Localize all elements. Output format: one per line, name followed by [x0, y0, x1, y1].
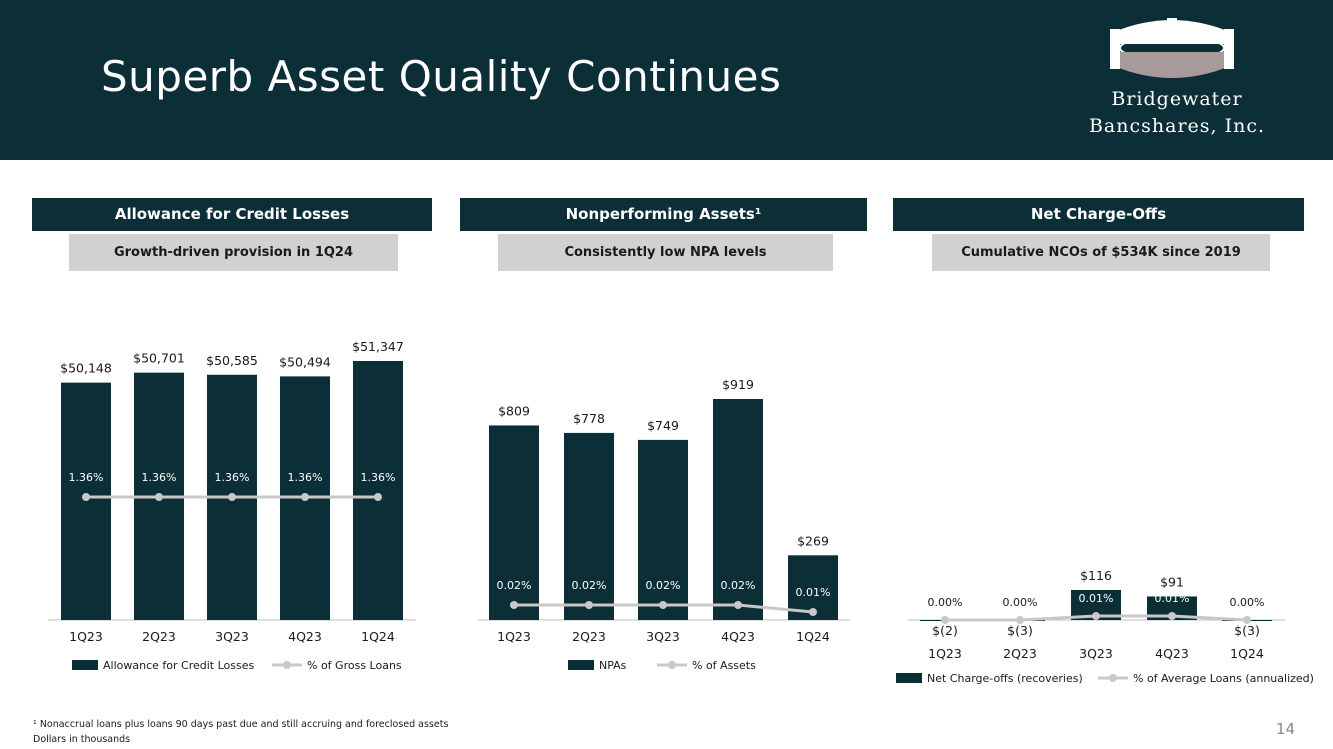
line-point	[809, 608, 817, 616]
line-value-label: 0.01%	[1155, 592, 1190, 605]
line-point	[374, 493, 382, 501]
bar-value-label: $749	[647, 418, 679, 433]
x-tick-label: 1Q23	[928, 646, 962, 661]
legend-line-label: % of Average Loans (annualized)	[1133, 672, 1314, 685]
bar-value-label: $51,347	[352, 339, 404, 354]
line-value-label: 0.00%	[1230, 596, 1265, 609]
bar-value-label: $50,148	[60, 361, 112, 376]
line-point	[228, 493, 236, 501]
line-point	[301, 493, 309, 501]
page-number: 14	[1276, 720, 1296, 738]
legend-line-label: % of Assets	[692, 659, 756, 672]
legend-bar-swatch	[72, 660, 98, 670]
panel-title-allowance: Allowance for Credit Losses	[32, 198, 432, 231]
line-point	[510, 601, 518, 609]
line-point	[1243, 616, 1251, 624]
legend-bar-label: NPAs	[599, 659, 627, 672]
bar	[61, 382, 111, 620]
bar-value-label: $50,494	[279, 354, 331, 369]
legend-bar-label: Allowance for Credit Losses	[103, 659, 254, 672]
line-value-label: 0.01%	[1079, 592, 1114, 605]
panel-subtitle-npa: Consistently low NPA levels	[498, 234, 833, 271]
bar	[638, 439, 688, 620]
line-point	[1092, 612, 1100, 620]
line-point	[1168, 612, 1176, 620]
x-tick-label: 2Q23	[572, 629, 606, 644]
legend-bar-swatch	[568, 660, 594, 670]
x-tick-label: 3Q23	[1079, 646, 1113, 661]
bar-value-label: $919	[722, 377, 754, 392]
panel-subtitle-allowance: Growth-driven provision in 1Q24	[69, 234, 398, 271]
panel-title-npa: Nonperforming Assets¹	[460, 198, 867, 231]
bar-value-label: $778	[573, 411, 605, 426]
line-point	[659, 601, 667, 609]
x-tick-label: 1Q24	[1230, 646, 1264, 661]
line-value-label: 0.01%	[796, 586, 831, 599]
page-title: Superb Asset Quality Continues	[101, 52, 782, 101]
legend-line-marker	[668, 661, 676, 669]
bar-value-label: $(3)	[1234, 623, 1260, 638]
panel-title-nco: Net Charge-Offs	[893, 198, 1304, 231]
x-tick-label: 2Q23	[1003, 646, 1037, 661]
line-value-label: 0.02%	[721, 579, 756, 592]
x-tick-label: 4Q23	[1155, 646, 1189, 661]
line-value-label: 1.36%	[288, 471, 323, 484]
bar	[1147, 596, 1197, 620]
bar-value-label: $269	[797, 533, 829, 548]
bar-value-label: $50,585	[206, 353, 258, 368]
logo-line2: Bancshares, Inc.	[1088, 115, 1266, 137]
bar	[713, 399, 763, 620]
legend-bar-label: Net Charge-offs (recoveries)	[927, 672, 1083, 685]
x-tick-label: 4Q23	[288, 629, 322, 644]
x-tick-label: 1Q24	[361, 629, 395, 644]
logo-emblem-icon	[1110, 18, 1234, 78]
bar	[353, 361, 403, 620]
bar-value-label: $116	[1080, 568, 1112, 583]
line-value-label: 0.02%	[646, 579, 681, 592]
line-value-label: 0.02%	[572, 579, 607, 592]
x-tick-label: 3Q23	[646, 629, 680, 644]
line-point	[941, 616, 949, 624]
bar-value-label: $(2)	[932, 623, 958, 638]
line-value-label: 1.36%	[69, 471, 104, 484]
x-tick-label: 4Q23	[721, 629, 755, 644]
x-tick-label: 3Q23	[215, 629, 249, 644]
line-point	[585, 601, 593, 609]
line-value-label: 1.36%	[215, 471, 250, 484]
x-tick-label: 2Q23	[142, 629, 176, 644]
bar-value-label: $50,701	[133, 351, 185, 366]
x-tick-label: 1Q23	[497, 629, 531, 644]
line-point	[1016, 616, 1024, 624]
x-tick-label: 1Q24	[796, 629, 830, 644]
bar	[564, 432, 614, 620]
legend-bar-swatch	[896, 673, 922, 683]
bar-value-label: $809	[498, 403, 530, 418]
line-value-label: 1.36%	[361, 471, 396, 484]
footnote-npa-definition: ¹ Nonaccrual loans plus loans 90 days pa…	[33, 719, 449, 730]
header-banner: Superb Asset Quality Continues Bridgewat…	[0, 0, 1333, 160]
line-point	[155, 493, 163, 501]
company-logo: Bridgewater Bancshares, Inc.	[1062, 14, 1292, 144]
legend-line-marker	[1109, 674, 1117, 682]
bar-value-label: $(3)	[1007, 623, 1033, 638]
line-value-label: 0.00%	[928, 596, 963, 609]
bar-value-label: $91	[1160, 574, 1184, 589]
logo-line1: Bridgewater	[1111, 88, 1243, 110]
footnote-units: Dollars in thousands	[33, 734, 131, 745]
legend-line-marker	[283, 661, 291, 669]
panel-subtitle-nco: Cumulative NCOs of $534K since 2019	[932, 234, 1270, 271]
line-point	[734, 601, 742, 609]
line-point	[82, 493, 90, 501]
x-tick-label: 1Q23	[69, 629, 103, 644]
legend-line-label: % of Gross Loans	[307, 659, 402, 672]
line-value-label: 1.36%	[142, 471, 177, 484]
line-value-label: 0.00%	[1003, 596, 1038, 609]
line-value-label: 0.02%	[497, 579, 532, 592]
bar	[489, 425, 539, 620]
